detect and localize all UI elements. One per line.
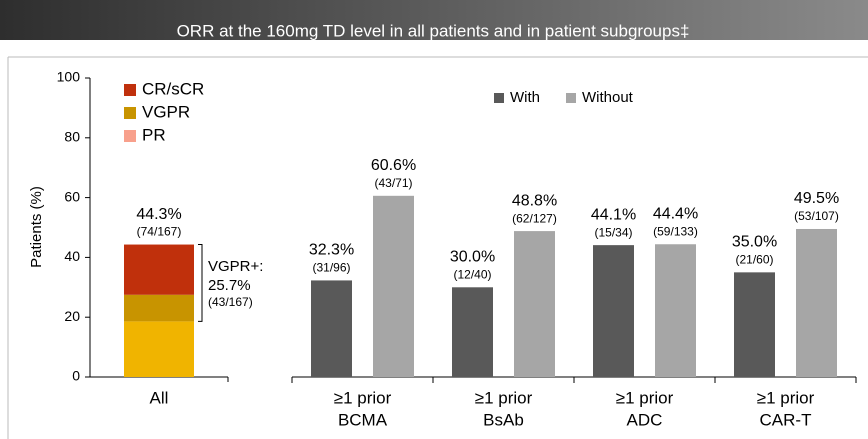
x-tick-label: BCMA [338, 410, 388, 429]
bar [655, 244, 696, 377]
value-label: 44.1% [591, 206, 636, 223]
legend-swatch [566, 93, 576, 103]
legend-label: VGPR [142, 102, 190, 121]
bar [796, 228, 837, 377]
total-n-label: (74/167) [137, 225, 182, 239]
y-tick-label: 40 [64, 248, 80, 264]
y-axis-label: Patients (%) [28, 186, 45, 268]
x-tick-label: BsAb [483, 410, 524, 429]
value-label: 60.6% [371, 157, 416, 174]
value-label: 48.8% [512, 192, 557, 209]
bar-segment [124, 321, 194, 377]
y-tick-label: 100 [57, 69, 81, 85]
bar-segment [124, 294, 194, 322]
value-label: 44.4% [653, 205, 698, 222]
legend-label: PR [142, 125, 166, 144]
legend-swatch [124, 130, 136, 142]
n-label: (12/40) [453, 267, 491, 281]
n-label: (31/96) [312, 261, 350, 275]
n-label: (62/127) [512, 211, 557, 225]
bar [452, 287, 493, 377]
n-label: (53/107) [794, 209, 839, 223]
n-label: (43/71) [374, 176, 412, 190]
value-label: 30.0% [450, 249, 495, 266]
x-tick-label: ≥1 prior [757, 388, 815, 407]
legend-swatch [124, 107, 136, 119]
value-label: 49.5% [794, 190, 839, 207]
legend-label: CR/sCR [142, 79, 204, 98]
n-label: (59/133) [653, 224, 698, 238]
annotation-value: 25.7% [208, 277, 251, 294]
chart-title: ORR at the 160mg TD level in all patient… [177, 21, 690, 40]
bar [373, 195, 414, 377]
legend-label: With [510, 89, 540, 106]
x-tick-label: ≥1 prior [475, 388, 533, 407]
y-tick-label: 60 [64, 188, 80, 204]
x-tick-label: CAR-T [760, 410, 812, 429]
n-label: (21/60) [735, 253, 773, 267]
annotation-text: VGPR+: [208, 258, 263, 275]
x-tick-label: All [150, 388, 169, 407]
total-label: 44.3% [136, 206, 181, 223]
legend-label: Without [582, 89, 634, 106]
y-tick-label: 0 [72, 368, 80, 384]
bar [311, 280, 352, 377]
x-tick-label: ≥1 prior [334, 388, 392, 407]
bar [734, 272, 775, 377]
bar-segment [124, 244, 194, 295]
y-tick-label: 80 [64, 129, 80, 145]
legend-swatch [124, 84, 136, 96]
bracket [198, 244, 203, 322]
value-label: 32.3% [309, 242, 354, 259]
bar [514, 231, 555, 377]
annotation-n: (43/167) [208, 295, 253, 309]
bar [593, 245, 634, 377]
x-tick-label: ≥1 prior [616, 388, 674, 407]
value-label: 35.0% [732, 234, 777, 251]
title-band [0, 0, 868, 40]
legend-swatch [494, 93, 504, 103]
y-tick-label: 20 [64, 308, 80, 324]
n-label: (15/34) [594, 225, 632, 239]
x-tick-label: ADC [627, 410, 663, 429]
